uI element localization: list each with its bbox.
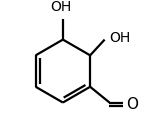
Text: O: O bbox=[126, 97, 138, 112]
Text: OH: OH bbox=[50, 0, 72, 14]
Text: OH: OH bbox=[110, 31, 131, 45]
